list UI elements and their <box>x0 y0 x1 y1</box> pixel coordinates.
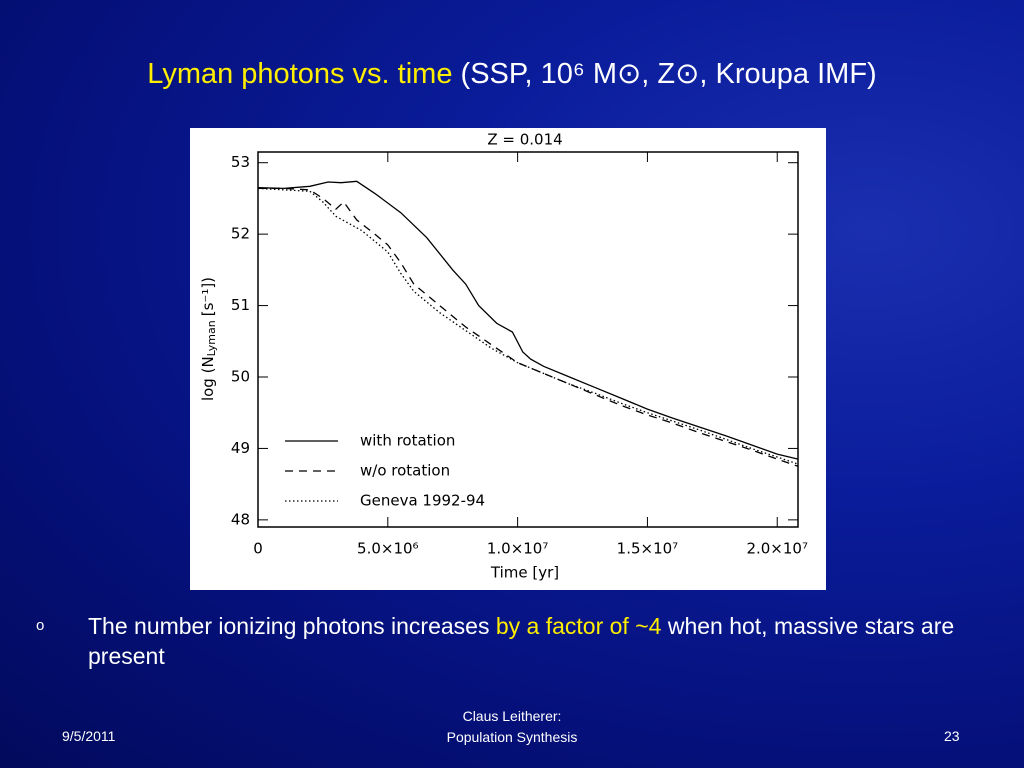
y-tick-label: 52 <box>231 225 250 243</box>
plot-frame <box>257 151 799 528</box>
y-tick-label: 51 <box>231 296 250 314</box>
legend-label: with rotation <box>360 432 455 450</box>
title-highlight: Lyman photons vs. time <box>147 58 453 90</box>
footer-line: Claus Leitherer: <box>462 708 562 724</box>
x-tick-label: 2.0×10⁷ <box>746 540 808 558</box>
y-label-main: log (N <box>199 356 217 401</box>
y-tick-label: 50 <box>231 368 250 386</box>
footer-date: 9/5/2011 <box>62 728 116 744</box>
y-tick-label: 49 <box>231 439 250 457</box>
bullet-highlight: by a factor of ~4 <box>495 613 662 639</box>
bullet-text: The number ionizing photons increases <box>88 613 490 639</box>
bullet-text: when hot, massive stars are present <box>88 613 955 669</box>
x-axis-label: Time [yr] <box>490 564 559 582</box>
series-line <box>258 187 799 467</box>
footer-page: 23 <box>944 728 960 744</box>
footer-line: Population Synthesis <box>446 729 578 745</box>
x-tick-label: 5.0×10⁶ <box>357 540 419 558</box>
footer-author: Claus Leitherer: Population Synthesis <box>362 706 662 748</box>
series-line <box>257 187 799 465</box>
slide-title: Lyman photons vs. time (SSP, 10⁶ M⊙, Z⊙,… <box>0 56 1024 91</box>
title-rest: (SSP, 10⁶ M⊙, Z⊙, Kroupa IMF) <box>460 58 877 90</box>
chart: Z = 0.014 Time [yr] log (NLyman [s⁻¹]) 48… <box>190 128 826 590</box>
legend-label: w/o rotation <box>360 462 450 480</box>
y-tick-label: 48 <box>231 510 250 528</box>
chart-title: Z = 0.014 <box>487 131 562 149</box>
x-tick-label: 1.0×10⁷ <box>487 540 549 558</box>
y-tick-label: 53 <box>231 153 250 171</box>
y-label-sub: Lyman <box>205 320 218 356</box>
y-label-unit: [s⁻¹]) <box>199 277 217 316</box>
x-tick-label: 1.5×10⁷ <box>617 540 679 558</box>
x-tick-label: 0 <box>253 540 263 558</box>
legend-label: Geneva 1992-94 <box>360 492 485 510</box>
bullet: The number ionizing photons increases by… <box>36 611 968 671</box>
y-axis-label: log (NLyman [s⁻¹]) <box>199 277 219 401</box>
series-line <box>257 180 799 460</box>
